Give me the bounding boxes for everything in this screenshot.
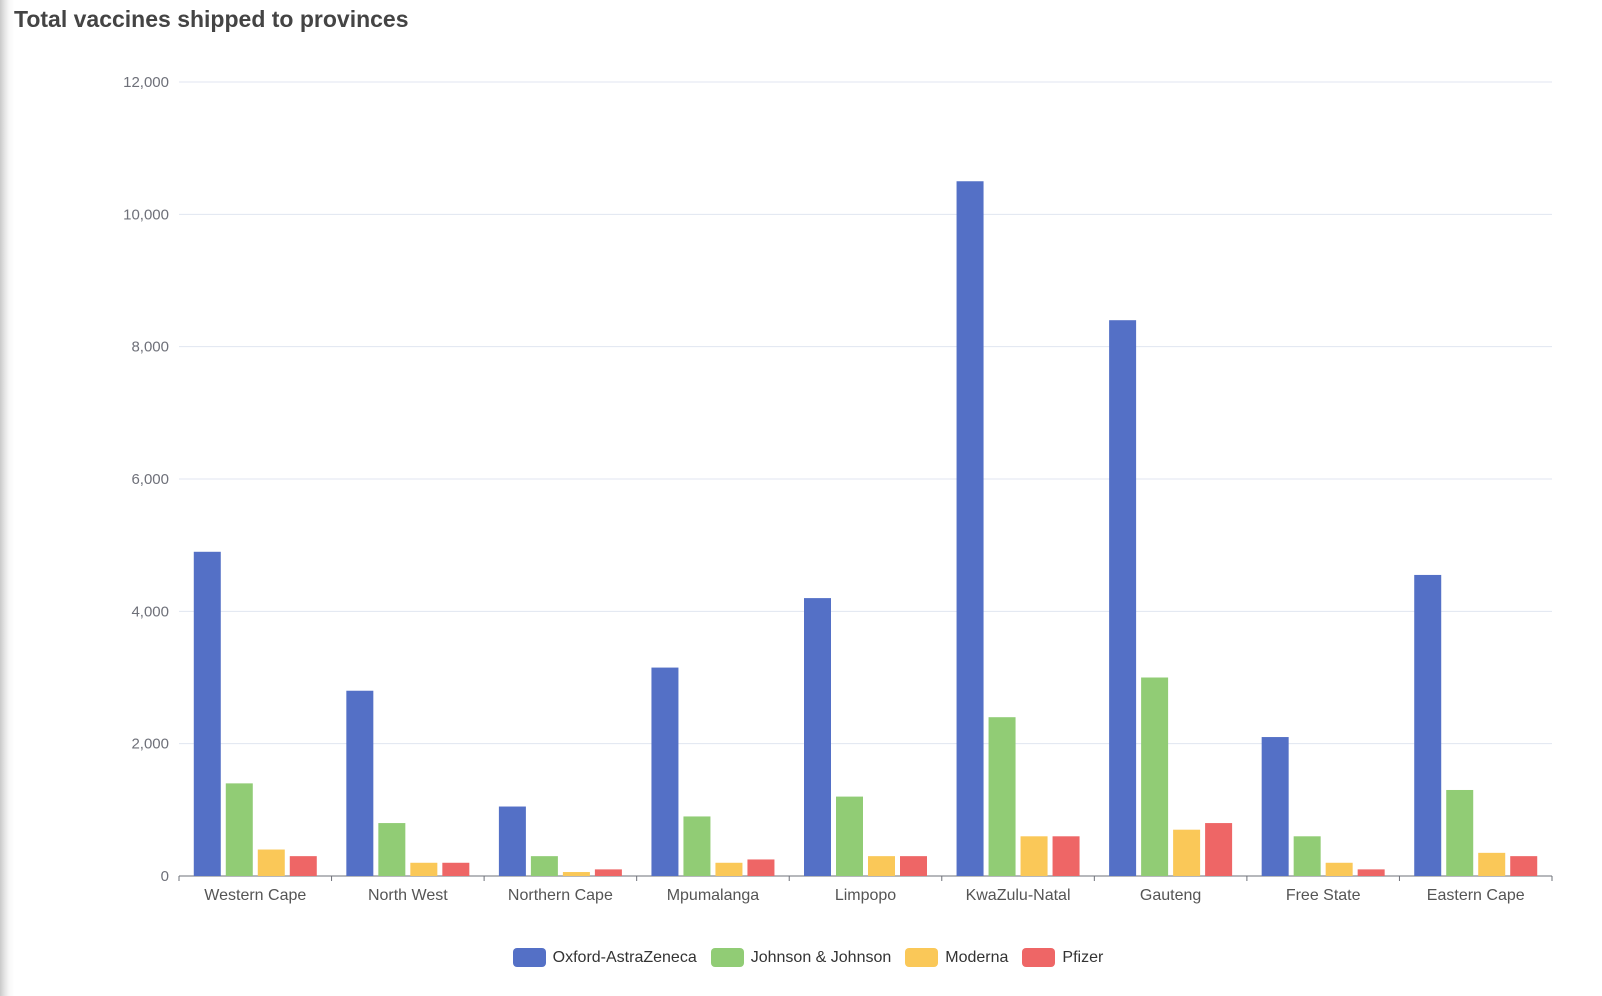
legend-swatch <box>905 948 939 967</box>
bar <box>193 551 221 876</box>
bar <box>1173 829 1201 876</box>
x-tick-label: Mpumalanga <box>667 887 760 904</box>
legend-label: Johnson & Johnson <box>750 948 892 966</box>
bar <box>956 181 984 876</box>
legend-swatch <box>1022 948 1056 967</box>
x-tick-label: Gauteng <box>1140 887 1201 904</box>
legend-label: Moderna <box>945 948 1009 966</box>
x-tick-label: North West <box>368 887 448 904</box>
bar <box>1446 789 1474 876</box>
legend-item[interactable]: Johnson & Johnson <box>710 948 892 967</box>
bar <box>1052 836 1080 876</box>
y-tick-label: 2,000 <box>131 736 169 753</box>
bar <box>562 872 590 876</box>
legend-swatch <box>710 948 744 967</box>
chart-legend: Oxford-AstraZeneca Johnson & Johnson Moder… <box>14 948 1602 967</box>
bar <box>1205 823 1233 876</box>
bar-chart: 0 2,000 4,000 6,000 8,000 10,000 12,000 Western… <box>123 74 1553 904</box>
legend-label: Pfizer <box>1062 948 1104 966</box>
y-tick-label: 8,000 <box>131 339 169 356</box>
x-tick-label: KwaZulu-Natal <box>966 887 1071 904</box>
y-tick-label: 4,000 <box>131 603 169 620</box>
bar <box>747 859 775 876</box>
bar <box>1510 856 1538 876</box>
bar <box>1261 737 1289 876</box>
bar <box>683 816 711 876</box>
bar <box>715 862 743 876</box>
x-tick-label: Limpopo <box>835 887 896 904</box>
bar <box>900 856 927 876</box>
bar <box>1293 836 1321 876</box>
chart-card: Total vaccines shipped to provinces 0 2,0… <box>14 0 1602 996</box>
legend-swatch <box>512 948 546 967</box>
bar <box>1478 852 1506 876</box>
bar <box>378 823 406 876</box>
x-tick-label: Free State <box>1286 887 1361 904</box>
legend-label: Oxford-AstraZeneca <box>552 948 697 966</box>
bar <box>346 690 374 876</box>
bar <box>530 856 558 876</box>
bar <box>804 598 831 876</box>
bar <box>498 806 526 876</box>
bar <box>594 869 622 876</box>
bar <box>836 796 863 876</box>
x-tick-label: Western Cape <box>204 887 306 904</box>
left-edge-shadow <box>0 0 14 996</box>
x-tick-label: Northern Cape <box>508 887 613 904</box>
bar <box>289 856 317 876</box>
legend-item[interactable]: Oxford-AstraZeneca <box>512 948 697 967</box>
bar <box>1020 836 1048 876</box>
bar <box>410 862 438 876</box>
x-tick-label: Eastern Cape <box>1427 887 1525 904</box>
bar <box>257 849 285 876</box>
bar <box>225 783 253 876</box>
bar <box>1141 677 1169 876</box>
y-tick-label: 6,000 <box>131 471 169 488</box>
bar <box>1357 869 1385 876</box>
bar <box>988 717 1016 876</box>
y-tick-label: 0 <box>161 868 169 885</box>
chart-title: Total vaccines shipped to provinces <box>14 6 409 32</box>
y-tick-label: 10,000 <box>123 206 169 223</box>
bar <box>1414 574 1442 876</box>
bar <box>1109 320 1137 876</box>
legend-item[interactable]: Pfizer <box>1022 948 1103 967</box>
bar <box>442 862 470 876</box>
bar <box>868 856 895 876</box>
legend-item[interactable]: Moderna <box>905 948 1008 967</box>
bar <box>1325 862 1353 876</box>
bar <box>651 667 679 876</box>
y-tick-label: 12,000 <box>123 74 169 91</box>
